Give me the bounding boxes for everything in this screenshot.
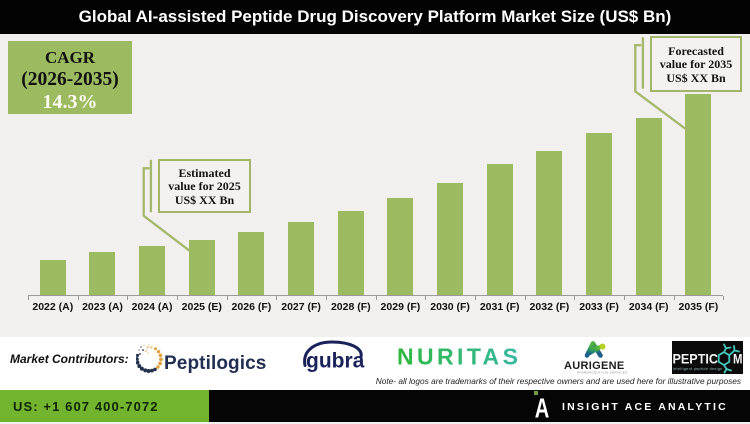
svg-text:PEPTIC: PEPTIC <box>673 351 719 367</box>
svg-text:Peptilogics: Peptilogics <box>164 353 266 374</box>
svg-text:gubra: gubra <box>306 350 365 373</box>
svg-text:intelligent peptide design: intelligent peptide design <box>673 367 723 371</box>
svg-text:A: A <box>535 393 550 419</box>
svg-text:AURIGENE: AURIGENE <box>564 360 624 372</box>
svg-text:PHARMACEUTICAL SERVICES: PHARMACEUTICAL SERVICES <box>577 371 627 375</box>
svg-text:M: M <box>733 351 743 367</box>
svg-text:NURITAS: NURITAS <box>397 345 521 370</box>
